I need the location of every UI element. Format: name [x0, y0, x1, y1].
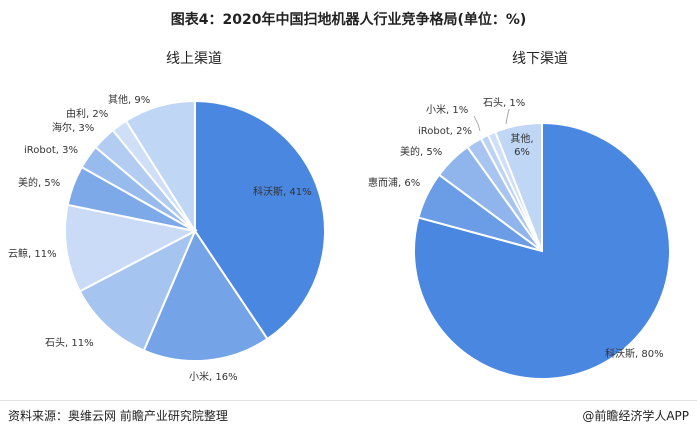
offline-leader-line-4 — [473, 115, 481, 132]
online-slice-label-0: 科沃斯, 41% — [253, 185, 312, 198]
footer-credit: @前瞻经济学人APP — [582, 409, 689, 423]
offline-chart-title: 线下渠道 — [512, 51, 568, 67]
online-slice-label-1: 小米, 16% — [189, 370, 238, 383]
online-slice-label-7: 由利, 2% — [66, 107, 108, 120]
online-slice-label-3: 云鲸, 11% — [8, 247, 57, 260]
online-slice-label-6: 海尔, 3% — [52, 121, 94, 134]
offline-slice-label-0: 科沃斯, 80% — [605, 347, 664, 360]
figure-title: 图表4：2020年中国扫地机器人行业竞争格局(单位：%) — [170, 12, 527, 28]
online-slice-label-8: 其他, 9% — [108, 93, 150, 106]
online-slice-3 — [64, 203, 198, 293]
online-pie: 科沃斯, 41% 小米, 16% 石头, 11% 云鲸, 11% 美的, 5% iRobo… — [8, 93, 326, 383]
offline-slice-label-3: iRobot, 2% — [418, 126, 472, 137]
offline-slice-label-6: 其他, 6% — [510, 132, 533, 158]
online-chart-title: 线上渠道 — [166, 51, 222, 67]
online-slice-8 — [124, 99, 196, 235]
footer-source: 资料来源：奥维云网 前瞻产业研究院整理 — [8, 409, 228, 423]
offline-leader-line-5 — [505, 108, 510, 125]
pie-charts: 科沃斯, 41% 小米, 16% 石头, 11% 云鲸, 11% 美的, 5% iRobo… — [8, 93, 671, 383]
offline-slice-label-2: 美的, 5% — [400, 145, 442, 158]
online-slice-label-5: iRobot, 3% — [24, 145, 78, 156]
online-slice-0 — [194, 99, 326, 341]
online-slice-1 — [142, 228, 269, 362]
offline-slice-label-4: 小米, 1% — [426, 103, 468, 116]
offline-pie: 科沃斯, 80% 惠而浦, 6% 美的, 5% iRobot, 2% 小米, 1% 石头,… — [368, 97, 671, 380]
offline-slice-6 — [494, 121, 543, 252]
online-slice-label-4: 美的, 5% — [18, 176, 60, 189]
online-slice-2 — [78, 228, 198, 352]
offline-slice-label-5: 石头, 1% — [483, 97, 525, 109]
offline-slice-label-1: 惠而浦, 6% — [368, 176, 420, 189]
footer-divider — [0, 400, 697, 401]
online-slice-label-2: 石头, 11% — [45, 337, 94, 349]
